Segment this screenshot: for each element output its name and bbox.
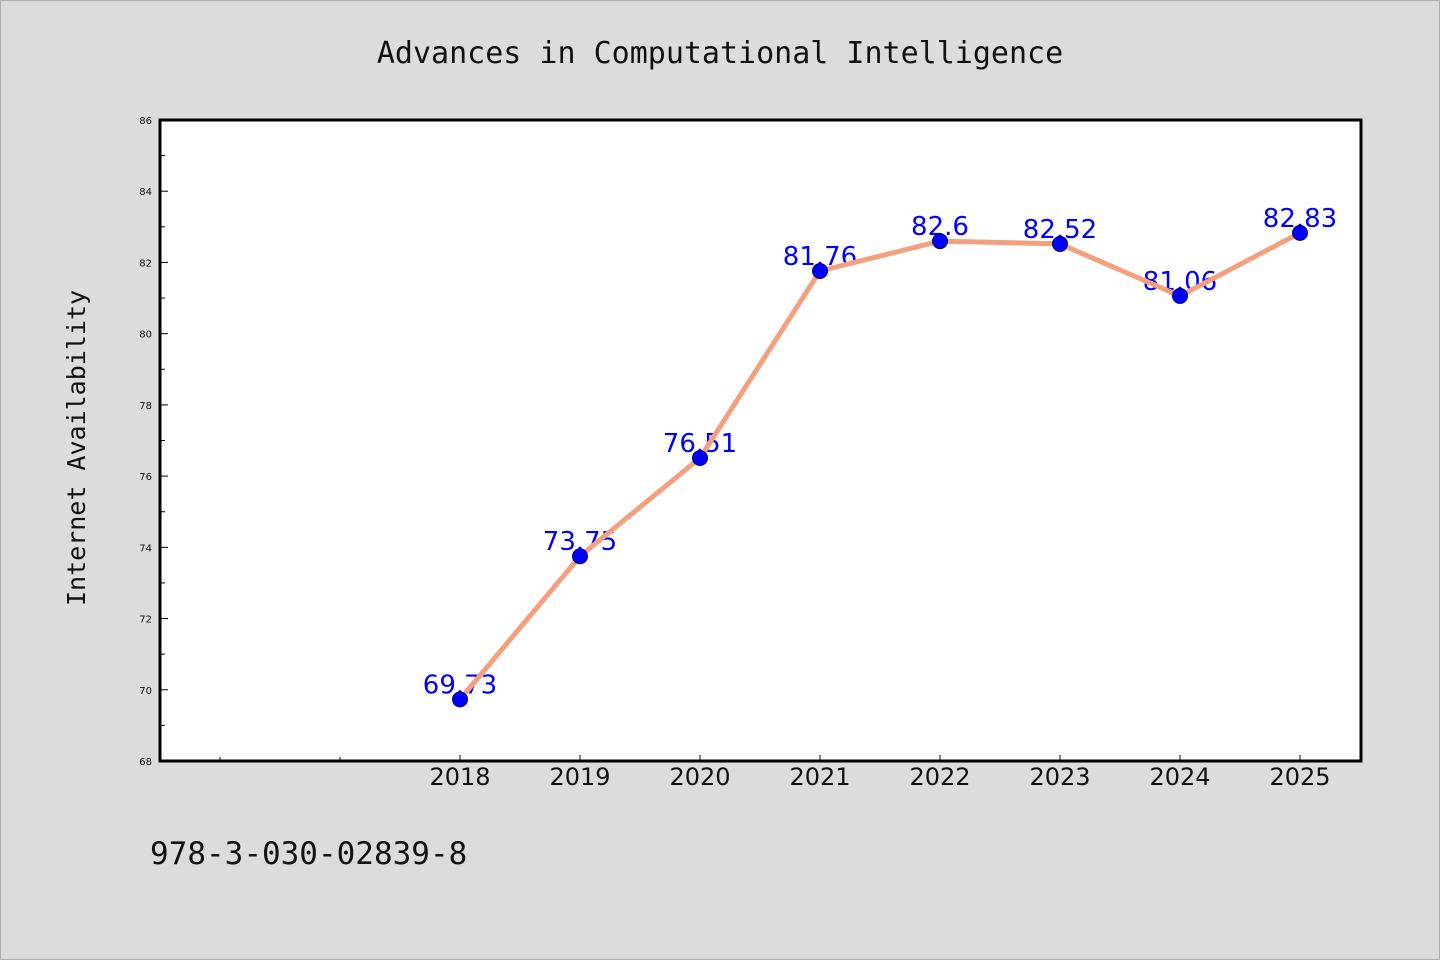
data-point [572,548,588,565]
y-tick-label: 78 [139,401,152,412]
x-tick-label: 2024 [1149,763,1210,791]
x-tick-label: 2019 [549,763,610,791]
y-axis-label: Internet Availability [62,290,91,606]
series-line [457,230,1303,702]
y-tick-label: 72 [139,615,152,626]
x-tick-label: 2020 [669,763,730,791]
y-tick-label: 70 [139,686,152,697]
data-point [812,262,828,279]
x-tick-label: 2023 [1029,763,1090,791]
data-point [1052,235,1068,252]
y-tick-label: 84 [139,187,152,198]
x-tick-label: 2018 [429,763,490,791]
x-tick-label: 2025 [1269,763,1330,791]
data-point [452,691,468,708]
plot-area [158,118,1363,763]
y-tick-label: 76 [139,472,152,483]
isbn-footer: 978-3-030-02839-8 [150,836,467,872]
y-tick-label: 74 [139,543,152,554]
y-tick-label: 80 [139,330,152,341]
data-point [1172,287,1188,304]
data-point [932,233,948,250]
y-tick-label: 86 [139,116,152,127]
x-tick-label: 2021 [789,763,850,791]
y-axis: 68 70 72 74 76 78 80 82 84 86 [139,116,168,768]
data-point [1292,224,1308,241]
series-group [452,224,1308,708]
chart-title: Advances in Computational Intelligence [377,36,1063,71]
y-tick-label: 68 [139,757,152,768]
data-point [692,449,708,466]
x-tick-label: 2022 [909,763,970,791]
x-axis: 2018 2019 2020 2021 2022 2023 2024 2025 [219,755,1331,791]
y-tick-label: 82 [139,258,152,269]
